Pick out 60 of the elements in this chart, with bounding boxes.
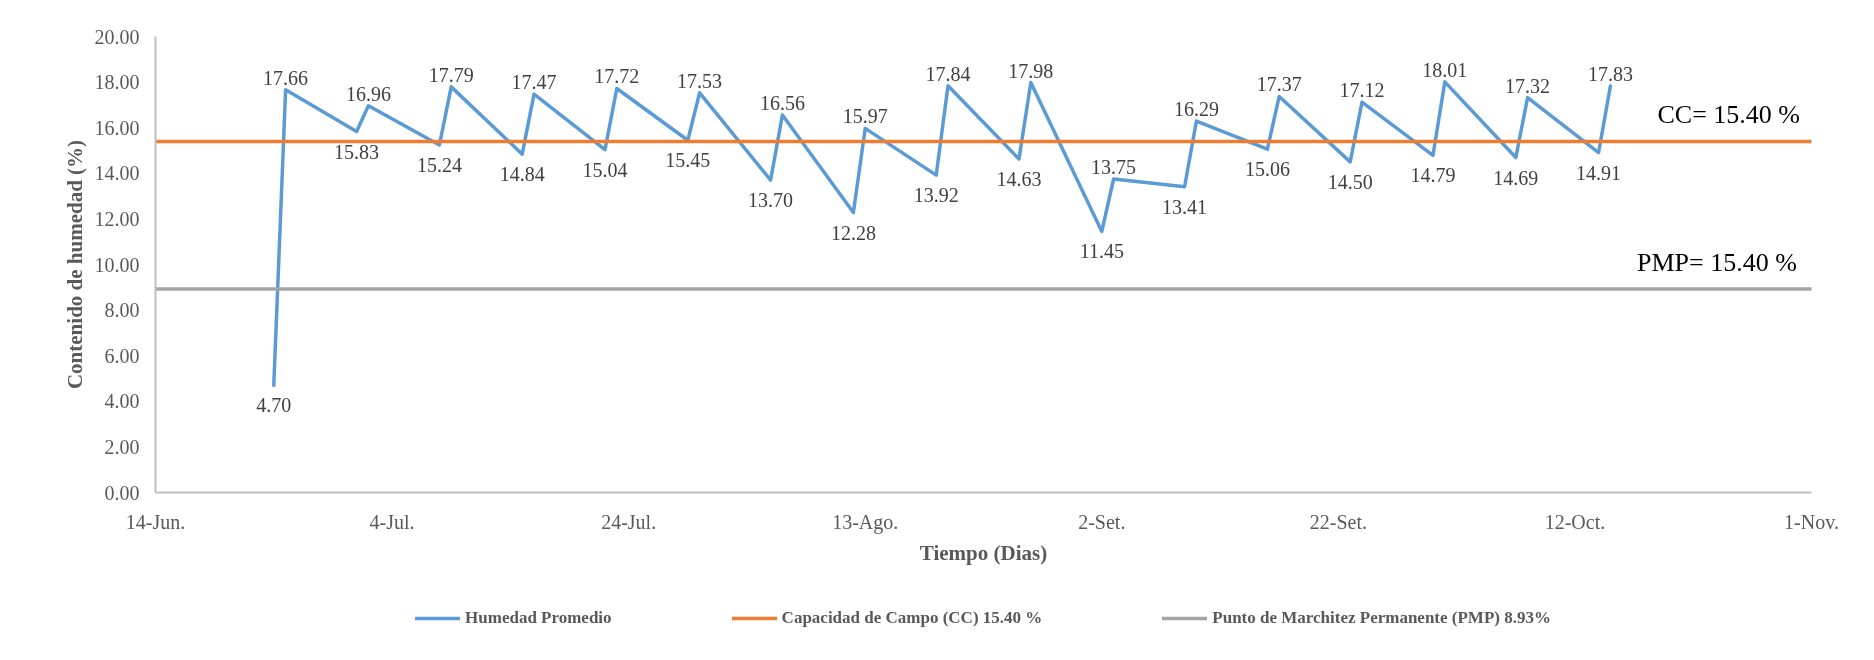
data-label: 17.32 (1505, 74, 1551, 97)
y-tick-label: 0.00 (104, 481, 140, 504)
data-label: 14.84 (499, 163, 545, 186)
legend-label: Humedad Promedio (465, 608, 612, 628)
data-label: 14.79 (1410, 164, 1456, 187)
y-tick-label: 14.00 (94, 162, 140, 185)
y-tick-label: 6.00 (104, 344, 140, 367)
data-label: 16.29 (1173, 98, 1219, 121)
data-label: 14.91 (1576, 161, 1622, 184)
y-tick-label: 4.00 (104, 390, 140, 413)
y-tick-label: 12.00 (94, 207, 140, 230)
x-tick-label: 1-Nov. (1784, 510, 1839, 533)
x-axis-title: Tiempo (Dias) (919, 540, 1048, 565)
data-label: 15.97 (842, 105, 888, 128)
data-label: 17.83 (1587, 62, 1633, 85)
data-label: 16.56 (759, 91, 805, 114)
data-label: 17.72 (594, 65, 640, 88)
x-tick-label: 22-Set. (1309, 510, 1367, 533)
data-label: 4.70 (256, 394, 292, 417)
data-label: 13.92 (913, 184, 959, 207)
data-label: 18.01 (1422, 58, 1468, 81)
legend-label: Punto de Marchitez Permanente (PMP) 8.93% (1212, 608, 1551, 628)
data-label: 13.70 (748, 189, 794, 212)
data-label: 17.12 (1339, 79, 1385, 102)
data-label: 17.84 (925, 62, 971, 85)
data-label: 15.83 (334, 140, 380, 163)
legend-label: Capacidad de Campo (CC) 15.40 % (781, 608, 1043, 628)
data-label: 15.24 (416, 154, 462, 177)
y-axis-title: Contenido de humedad (%) (62, 139, 87, 390)
annotation: PMP= 15.40 % (1636, 247, 1797, 277)
data-label: 15.06 (1244, 158, 1290, 181)
annotation: CC= 15.40 % (1657, 100, 1800, 130)
data-label: 14.69 (1493, 166, 1539, 189)
x-tick-label: 4-Jul. (369, 510, 415, 533)
data-label: 13.41 (1162, 195, 1208, 218)
y-tick-label: 20.00 (94, 25, 140, 48)
data-label: 17.53 (677, 69, 723, 92)
data-label: 17.98 (1008, 59, 1054, 82)
data-label: 13.75 (1091, 156, 1137, 178)
x-tick-label: 14-Jun. (125, 510, 186, 533)
x-tick-label: 24-Jul. (601, 510, 657, 533)
data-label: 17.37 (1256, 73, 1302, 96)
data-label: 14.50 (1327, 170, 1373, 193)
y-tick-label: 8.00 (104, 299, 140, 322)
x-tick-label: 13-Ago. (832, 510, 899, 534)
data-label: 14.63 (996, 167, 1042, 190)
data-label: 15.04 (582, 158, 628, 181)
y-tick-label: 2.00 (104, 435, 140, 458)
data-label: 12.28 (830, 221, 876, 244)
data-label: 15.45 (665, 149, 711, 172)
x-tick-label: 2-Set. (1078, 510, 1126, 533)
x-tick-label: 12-Oct. (1544, 510, 1606, 533)
data-label: 17.66 (263, 66, 309, 89)
y-tick-label: 10.00 (94, 253, 140, 276)
data-label: 17.79 (428, 63, 474, 86)
data-label: 16.96 (345, 82, 391, 105)
data-label: 17.47 (511, 71, 557, 94)
y-tick-label: 18.00 (94, 71, 140, 94)
y-tick-label: 16.00 (94, 116, 140, 139)
data-label: 11.45 (1079, 240, 1124, 263)
